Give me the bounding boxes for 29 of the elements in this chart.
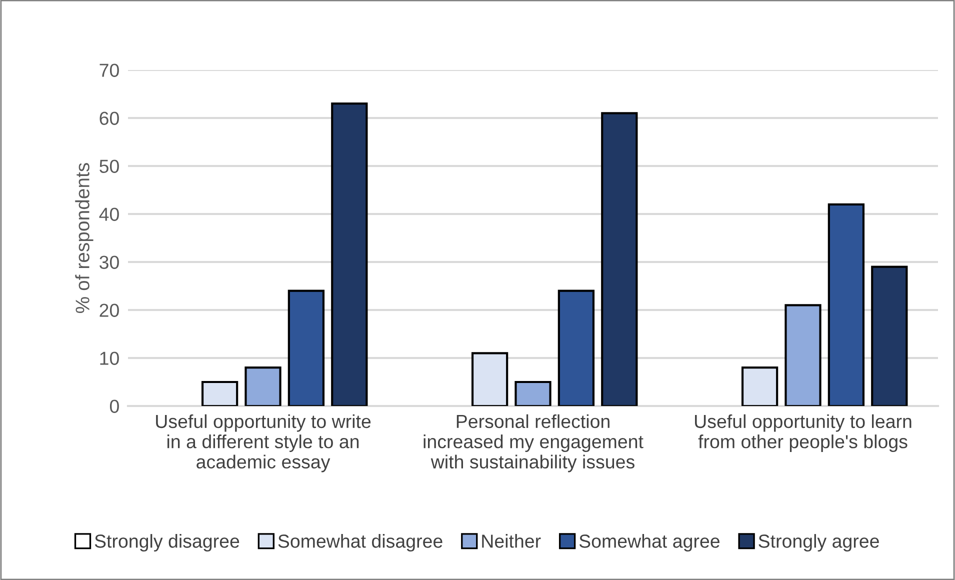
y-tick-label: 40	[99, 208, 119, 221]
x-tick-label: Useful opportunity to write in a different style to an academic essay	[156, 414, 371, 472]
bar	[601, 112, 638, 406]
y-tick-label: 70	[100, 64, 119, 77]
y-tick-label: 10	[100, 352, 119, 365]
bar	[558, 290, 595, 406]
bar	[471, 352, 508, 406]
legend-label: Neither	[482, 534, 541, 548]
x-tick-label: Useful opportunity to learn from other people's blogs	[695, 414, 912, 452]
legend-label: Somewhat disagree	[278, 534, 442, 552]
y-axis-title: % of respondents	[75, 163, 94, 313]
bar	[784, 304, 822, 406]
y-tick-label: 20	[100, 304, 119, 317]
bar	[514, 380, 552, 406]
bar	[244, 366, 282, 406]
y-tick-label: 30	[100, 256, 119, 269]
y-tick-label: 0	[110, 400, 119, 413]
bar	[741, 366, 778, 406]
y-tick-label: 50	[100, 160, 119, 173]
bar	[828, 203, 865, 406]
bar	[871, 266, 908, 406]
y-tick-label: 60	[100, 112, 119, 125]
legend-label: Strongly agree	[758, 534, 879, 552]
bar	[331, 102, 368, 406]
bar	[288, 290, 325, 406]
bar	[201, 380, 238, 406]
legend-label: Somewhat agree	[579, 534, 720, 552]
legend-label: Strongly disagree	[94, 534, 240, 552]
x-tick-label: Personal reflection increased my engagement with sustainability issues	[424, 414, 644, 472]
